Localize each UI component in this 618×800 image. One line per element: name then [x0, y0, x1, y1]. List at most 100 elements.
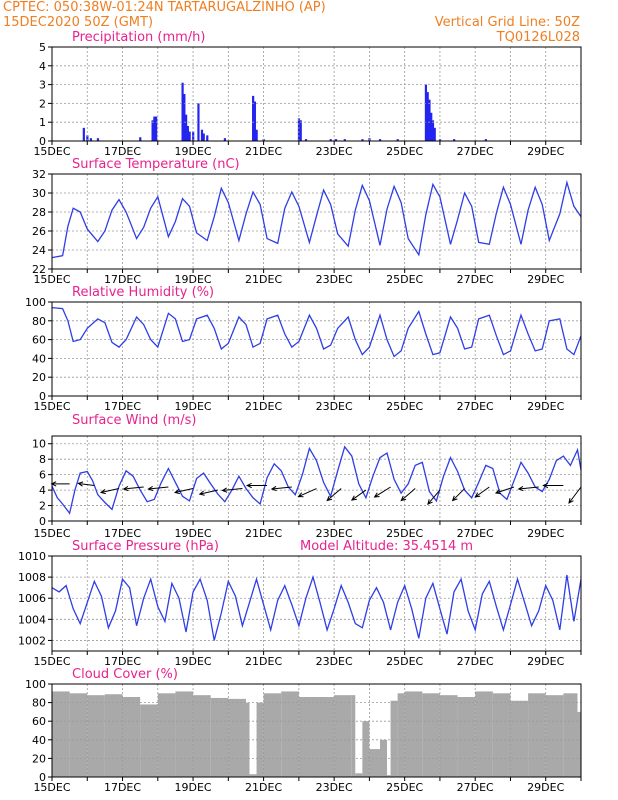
precip-bar	[304, 139, 308, 141]
wind-arrow	[221, 487, 243, 493]
x-tick-label: 29DEC	[527, 145, 564, 158]
cloud-bar	[122, 697, 141, 777]
precip-bar	[186, 125, 189, 141]
cloud-bar	[387, 775, 391, 777]
x-tick-label: 19DEC	[175, 145, 212, 158]
precip-bar	[431, 120, 435, 141]
wind-arrow	[350, 489, 367, 501]
wind-arrow	[173, 488, 194, 495]
x-tick-label: 21DEC	[245, 655, 282, 668]
y-tick-label: 10	[32, 438, 46, 451]
y-tick-label: 0	[39, 135, 46, 148]
y-tick-label: 2	[39, 500, 46, 513]
y-tick-label: 1008	[18, 571, 46, 584]
y-tick-label: 26	[32, 225, 46, 238]
wind-arrow	[373, 486, 391, 498]
panel-precip: 0 1 2 3 4 5 15DEC 17DEC 19DEC 21DEC 23DEC 25DEC 27DE…	[33, 30, 582, 158]
panel-title: Cloud Cover (%)	[72, 667, 178, 682]
cloud-bar	[281, 691, 299, 777]
precip-bar	[453, 139, 456, 141]
precip-bar	[255, 129, 258, 141]
x-tick-label: 17DEC	[104, 655, 141, 668]
x-tick-label: 17DEC	[104, 273, 141, 286]
cloud-bar	[263, 693, 282, 777]
precip-bar	[343, 139, 346, 141]
precip-bar	[96, 138, 100, 141]
cloud-bar	[362, 721, 370, 777]
panel-wind: 0 2 4 6 8 10 15DEC 17DEC 19DEC 21DEC 23DEC 25DEC 27D…	[32, 413, 582, 540]
y-tick-label: 100	[25, 678, 46, 691]
x-tick-label: 17DEC	[104, 781, 141, 794]
cloud-bar	[249, 774, 257, 777]
precip-bar	[430, 112, 433, 141]
cloud-bar	[545, 695, 564, 777]
x-tick-label: 25DEC	[386, 527, 423, 540]
rh-series-line	[51, 306, 582, 358]
panel-frame	[51, 555, 582, 652]
wind-arrow	[568, 486, 582, 504]
precip-bar	[433, 127, 436, 141]
precip-bar	[361, 139, 364, 141]
y-tick-label: 30	[32, 187, 46, 200]
cloud-bar	[52, 691, 70, 777]
precip-bar	[151, 120, 154, 141]
x-tick-label: 15DEC	[33, 400, 70, 413]
y-tick-label: 24	[32, 244, 46, 257]
y-tick-label: 6	[39, 469, 46, 482]
cloud-bar	[439, 695, 458, 777]
wind-series-line	[51, 445, 582, 515]
wind-arrow	[147, 485, 169, 492]
precip-bar	[202, 133, 205, 141]
wind-arrow	[494, 486, 515, 495]
y-tick-label: 0	[39, 771, 46, 784]
panel-title: Surface Wind (m/s)	[72, 413, 196, 428]
x-tick-label: 17DEC	[104, 400, 141, 413]
cloud-bar	[457, 697, 476, 777]
y-tick-label: 60	[32, 334, 46, 347]
x-tick-label: 29DEC	[527, 655, 564, 668]
wind-arrow	[99, 488, 120, 495]
cloud-bar	[69, 693, 88, 777]
panel-frame	[51, 46, 582, 142]
cloud-bar	[193, 695, 211, 777]
wind-arrow	[198, 489, 218, 496]
panel-frame	[51, 173, 582, 270]
pres-series-line	[51, 574, 582, 641]
precip-bar	[197, 103, 200, 141]
panel-title: Precipitation (mm/h)	[72, 30, 205, 45]
precip-bar	[334, 139, 338, 141]
precip-bar	[329, 139, 332, 141]
cloud-bar	[404, 691, 423, 777]
x-tick-label: 19DEC	[175, 527, 212, 540]
cloud-bar	[528, 693, 546, 777]
precip-bar	[299, 120, 302, 141]
wind-arrow	[270, 485, 292, 492]
precip-bar	[424, 84, 428, 141]
x-tick-label: 27DEC	[457, 273, 494, 286]
panel-title: Relative Humidity (%)	[72, 285, 214, 300]
x-tick-label: 27DEC	[457, 655, 494, 668]
x-tick-label: 29DEC	[527, 273, 564, 286]
wind-arrow	[326, 488, 342, 502]
y-tick-label: 8	[39, 453, 46, 466]
header-model-code: TQ0126L028	[496, 30, 580, 45]
precip-bar	[155, 116, 158, 141]
y-tick-label: 32	[32, 168, 46, 181]
x-tick-label: 17DEC	[104, 145, 141, 158]
cloud-bar	[369, 749, 380, 777]
y-tick-label: 3	[39, 79, 46, 92]
y-tick-label: 2	[39, 97, 46, 110]
x-tick-label: 27DEC	[457, 400, 494, 413]
x-tick-label: 19DEC	[175, 781, 212, 794]
x-tick-label: 21DEC	[245, 400, 282, 413]
x-tick-label: 29DEC	[527, 400, 564, 413]
precip-bar	[89, 138, 92, 141]
precip-bar	[396, 139, 399, 141]
cloud-bar	[577, 711, 581, 777]
y-tick-label: 5	[39, 41, 46, 54]
cloud-bar	[397, 693, 405, 777]
x-tick-label: 23DEC	[316, 781, 353, 794]
x-tick-label: 21DEC	[245, 781, 282, 794]
cloud-bar	[475, 691, 493, 777]
cloud-bar	[351, 695, 356, 777]
